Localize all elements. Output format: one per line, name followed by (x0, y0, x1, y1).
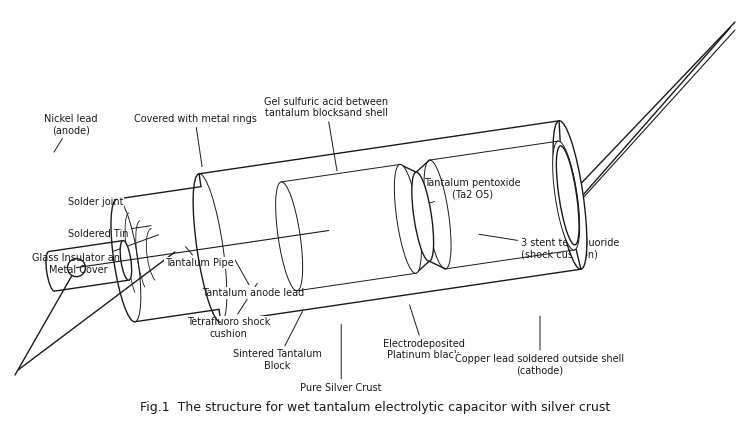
Text: Copper lead soldered outside shell
(cathode): Copper lead soldered outside shell (cath… (455, 316, 625, 375)
Ellipse shape (394, 164, 422, 273)
Text: Fig.1  The structure for wet tantalum electrolytic capacitor with silver crust: Fig.1 The structure for wet tantalum ele… (140, 402, 610, 414)
Text: Tantalum pentoxide
(Ta2 O5): Tantalum pentoxide (Ta2 O5) (424, 178, 520, 203)
Ellipse shape (412, 172, 434, 261)
Text: Pure Silver Crust: Pure Silver Crust (301, 324, 382, 393)
Ellipse shape (556, 146, 579, 245)
Text: Gel sulfuric acid between
tantalum blocksand shell: Gel sulfuric acid between tantalum block… (264, 97, 388, 171)
Ellipse shape (554, 121, 586, 269)
Text: Tantalum anode lead: Tantalum anode lead (202, 258, 304, 298)
Text: 3 stent tetrafluoride
(shock cushion): 3 stent tetrafluoride (shock cushion) (479, 234, 620, 260)
Text: Soldered Tin: Soldered Tin (68, 226, 151, 239)
Ellipse shape (553, 141, 580, 250)
Text: Solder joint: Solder joint (68, 196, 123, 207)
Text: Glass Insulator and
Metal Cover: Glass Insulator and Metal Cover (32, 235, 159, 275)
Text: Tetrafluoro shock
cushion: Tetrafluoro shock cushion (187, 283, 271, 339)
Text: Tantalum Pipe: Tantalum Pipe (165, 247, 234, 268)
Text: Sintered Tantalum
Block: Sintered Tantalum Block (233, 311, 322, 371)
Ellipse shape (120, 241, 132, 280)
Text: Electrodeposited
Platinum black: Electrodeposited Platinum black (382, 305, 465, 360)
Text: Nickel lead
(anode): Nickel lead (anode) (44, 114, 98, 152)
Text: Covered with metal rings: Covered with metal rings (134, 114, 256, 167)
